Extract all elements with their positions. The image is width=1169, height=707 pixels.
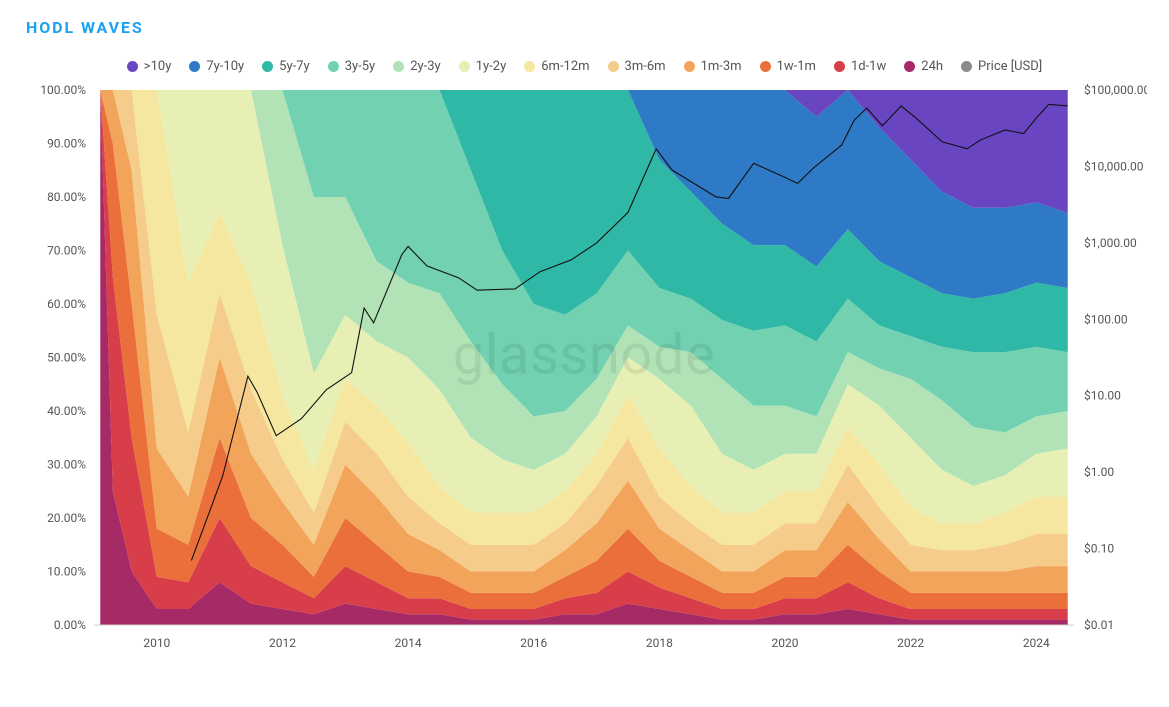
legend-dot bbox=[961, 61, 972, 72]
y-left-tick: 70.00% bbox=[47, 244, 86, 258]
x-tick: 2020 bbox=[772, 636, 799, 650]
y-right-tick: $100.00 bbox=[1084, 312, 1128, 326]
legend-dot bbox=[608, 61, 619, 72]
legend: >10y 7y-10y 5y-7y 3y-5y 2y-3y 1y-2y 6m-12m 3m-6… bbox=[22, 59, 1147, 74]
y-right-tick: $0.01 bbox=[1084, 618, 1114, 632]
legend-item[interactable]: 1w-1m bbox=[760, 59, 816, 74]
y-left-tick: 80.00% bbox=[47, 190, 86, 204]
legend-item[interactable]: >10y bbox=[127, 59, 172, 74]
y-right-tick: $10.00 bbox=[1084, 389, 1121, 403]
legend-label: 3m-6m bbox=[625, 59, 666, 74]
legend-dot bbox=[834, 61, 845, 72]
x-tick: 2018 bbox=[646, 636, 673, 650]
y-left-tick: 30.00% bbox=[47, 458, 86, 472]
legend-label: Price [USD] bbox=[978, 59, 1042, 74]
y-left-tick: 100.00% bbox=[40, 84, 86, 97]
legend-dot bbox=[904, 61, 915, 72]
x-tick: 2012 bbox=[269, 636, 296, 650]
legend-item[interactable]: Price [USD] bbox=[961, 59, 1042, 74]
legend-dot bbox=[524, 61, 535, 72]
legend-item[interactable]: 1y-2y bbox=[459, 59, 507, 74]
x-tick: 2010 bbox=[143, 636, 170, 650]
chart-title: HODL WAVES bbox=[26, 18, 1147, 37]
y-right-tick: $0.10 bbox=[1084, 542, 1114, 556]
legend-label: 6m-12m bbox=[541, 59, 589, 74]
legend-dot bbox=[127, 61, 138, 72]
legend-item[interactable]: 6m-12m bbox=[524, 59, 589, 74]
y-left-tick: 10.00% bbox=[47, 565, 86, 579]
legend-label: 1d-1w bbox=[851, 59, 886, 74]
legend-dot bbox=[328, 61, 339, 72]
legend-item[interactable]: 7y-10y bbox=[189, 59, 244, 74]
x-tick: 2016 bbox=[520, 636, 547, 650]
y-left-tick: 0.00% bbox=[54, 618, 86, 632]
legend-item[interactable]: 5y-7y bbox=[262, 59, 310, 74]
chart: glassnode 0.00% 10.00% 20.00% 30.00% 40.00% 50… bbox=[22, 84, 1147, 664]
x-tick: 2014 bbox=[395, 636, 422, 650]
legend-item[interactable]: 1m-3m bbox=[684, 59, 742, 74]
y-right-tick: $1,000.00 bbox=[1084, 236, 1137, 250]
y-left-tick: 50.00% bbox=[47, 351, 86, 365]
y-left-tick: 60.00% bbox=[47, 297, 86, 311]
legend-label: 1y-2y bbox=[476, 59, 507, 74]
legend-dot bbox=[189, 61, 200, 72]
legend-dot bbox=[459, 61, 470, 72]
y-left-tick: 20.00% bbox=[47, 511, 86, 525]
legend-label: 1m-3m bbox=[701, 59, 742, 74]
legend-item[interactable]: 3y-5y bbox=[328, 59, 376, 74]
legend-label: 2y-3y bbox=[410, 59, 441, 74]
legend-dot bbox=[684, 61, 695, 72]
legend-label: 1w-1m bbox=[777, 59, 816, 74]
legend-label: 5y-7y bbox=[279, 59, 310, 74]
x-tick: 2024 bbox=[1023, 636, 1050, 650]
legend-item[interactable]: 2y-3y bbox=[393, 59, 441, 74]
legend-dot bbox=[393, 61, 404, 72]
legend-item[interactable]: 1d-1w bbox=[834, 59, 886, 74]
legend-dot bbox=[760, 61, 771, 72]
y-right-tick: $100,000.00 bbox=[1084, 84, 1147, 97]
y-left-tick: 40.00% bbox=[47, 404, 86, 418]
x-tick: 2022 bbox=[897, 636, 924, 650]
y-right-tick: $1.00 bbox=[1084, 465, 1114, 479]
legend-label: >10y bbox=[144, 59, 172, 74]
legend-item[interactable]: 3m-6m bbox=[608, 59, 666, 74]
y-right-tick: $10,000.00 bbox=[1084, 159, 1144, 173]
legend-label: 3y-5y bbox=[345, 59, 376, 74]
y-left-tick: 90.00% bbox=[47, 137, 86, 151]
legend-dot bbox=[262, 61, 273, 72]
legend-label: 24h bbox=[921, 59, 943, 74]
legend-label: 7y-10y bbox=[206, 59, 244, 74]
legend-item[interactable]: 24h bbox=[904, 59, 943, 74]
watermark: glassnode bbox=[453, 322, 716, 388]
